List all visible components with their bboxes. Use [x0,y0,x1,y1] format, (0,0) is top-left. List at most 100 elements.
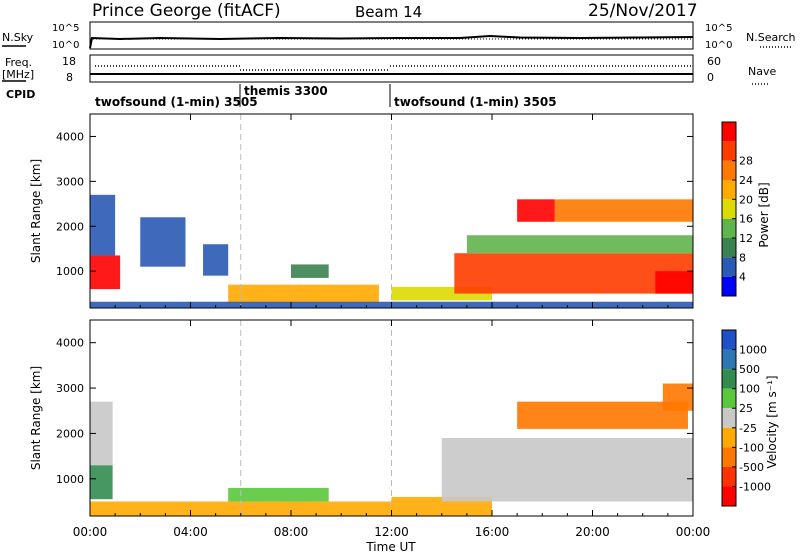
cpid-label: CPID [6,88,35,101]
power-ylabel: Slant Range [km] [29,159,43,263]
colorbar-tick-label: 1000 [739,344,767,357]
colorbar-swatch [722,141,736,161]
colorbar-tick-label: -1000 [739,480,771,493]
data-cell [90,255,121,290]
y-tick-label: 2000 [56,427,84,440]
colorbar-tick-label: 25 [739,402,753,415]
velocity-panel: 1000 2000 3000 4000 00:00 04:00 08:00 12:00 16:0… [29,319,710,554]
data-cell [454,253,693,294]
velocity-data-layer [90,383,693,516]
colorbar-swatch [722,427,736,448]
noise-left-tick-bottom: 10^0 [52,40,79,51]
y-tick-label: 4000 [56,337,84,350]
data-cell [228,284,379,303]
noise-panel: N.Sky 10^5 10^0 10^5 10^0 N.Search [2,21,796,51]
velocity-colorbar: 1000 500 100 25 -25 -100 -500 -1000 [721,329,771,507]
data-cell [655,271,693,294]
colorbar-tick-label: 16 [739,213,753,226]
colorbar-swatch [722,160,736,180]
y-tick-label: 1000 [56,473,84,486]
freq-tick-top: 18 [62,55,76,68]
colorbar-tick-label: 28 [739,155,753,168]
velocity-colorbar-label: Velocity [m s⁻¹] [765,375,779,468]
station-title: Prince George (fitACF) [92,1,281,21]
data-cell [90,401,113,466]
data-cell [517,199,555,222]
n-sky-label: N.Sky [2,31,34,44]
freq-tick-bottom: 8 [66,71,73,84]
x-tick-label: 08:00 [274,525,309,539]
data-cell [466,235,693,254]
noise-sky-line [89,34,694,49]
x-tick-label: 12:00 [374,525,409,539]
power-axes: 1000 2000 3000 4000 [56,114,694,308]
data-cell [441,437,693,502]
x-tick-label: 00:00 [676,525,711,539]
data-cell [90,465,113,500]
data-cell [90,501,392,516]
colorbar-swatch [722,180,736,200]
x-axis-title: Time UT [365,540,416,554]
colorbar-swatch [722,388,736,409]
nave-tick-top: 60 [707,55,721,68]
beam-label: Beam 14 [355,3,422,21]
colorbar-swatch [722,369,736,389]
velocity-ylabel: Slant Range [km] [29,366,43,470]
cpid-segment-3: twofsound (1-min) 3505 [394,95,557,109]
colorbar-swatch [722,466,736,487]
noise-right-tick-bottom: 10^0 [705,40,732,51]
power-colorbar: 4 8 12 16 20 24 28 [721,121,753,297]
n-search-label: N.Search [746,31,796,44]
data-cell [554,199,693,222]
colorbar-tick-label: 8 [739,251,746,264]
freq-panel: Freq. [MHz] 18 8 60 0 Nave [2,54,776,85]
colorbar-tick-label: 12 [739,232,753,245]
colorbar-tick-label: -500 [739,461,764,474]
y-tick-label: 4000 [56,130,84,143]
colorbar-swatch [722,238,736,258]
colorbar-tick-label: 24 [739,174,753,187]
data-cell [203,244,229,276]
data-cell [391,496,492,516]
nave-label: Nave [748,65,776,78]
x-tick-label: 00:00 [73,525,108,539]
cpid-segment-1: twofsound (1-min) 3505 [95,95,258,109]
colorbar-swatch [722,276,736,296]
colorbar-swatch [722,408,736,428]
data-cell [90,194,116,256]
colorbar-frame [721,121,737,297]
colorbar-swatch [722,486,736,506]
nave-tick-bottom: 0 [707,71,714,84]
colorbar-swatch [722,122,736,142]
cpid-segment-2: themis 3300 [244,84,328,98]
colorbar-swatch [722,257,736,277]
freq-label-2: [MHz] [2,68,34,81]
velocity-axes: 1000 2000 3000 4000 00:00 04:00 08:00 12:00 16:0… [56,320,710,539]
colorbar-swatch [722,218,736,238]
colorbar-swatch [722,349,736,370]
colorbar-tick-label: 20 [739,193,753,206]
data-cell [517,401,688,429]
x-tick-label: 16:00 [475,525,510,539]
date-label: 25/Nov/2017 [588,1,698,21]
x-tick-label: 04:00 [173,525,208,539]
y-tick-label: 2000 [56,220,84,233]
y-tick-label: 3000 [56,382,84,395]
power-panel: 1000 2000 3000 4000 Slant Range [km] [29,113,694,309]
colorbar-tick-label: 100 [739,383,760,396]
colorbar-swatch [722,199,736,219]
noise-right-tick-top: 10^5 [705,23,732,34]
colorbar-tick-label: -25 [739,422,757,435]
colorbar-frame [721,329,737,507]
y-tick-label: 3000 [56,175,84,188]
freq-panel-frame [89,54,694,83]
noise-panel-frame [89,21,694,50]
y-tick-label: 1000 [56,265,84,278]
data-cell [291,264,329,278]
colorbar-swatch [722,447,736,467]
noise-left-tick-top: 10^5 [52,23,79,34]
cpid-row: CPID twofsound (1-min) 3505 themis 3300 … [6,84,557,109]
power-colorbar-label: Power [dB] [757,182,771,247]
colorbar-tick-label: -100 [739,441,764,454]
